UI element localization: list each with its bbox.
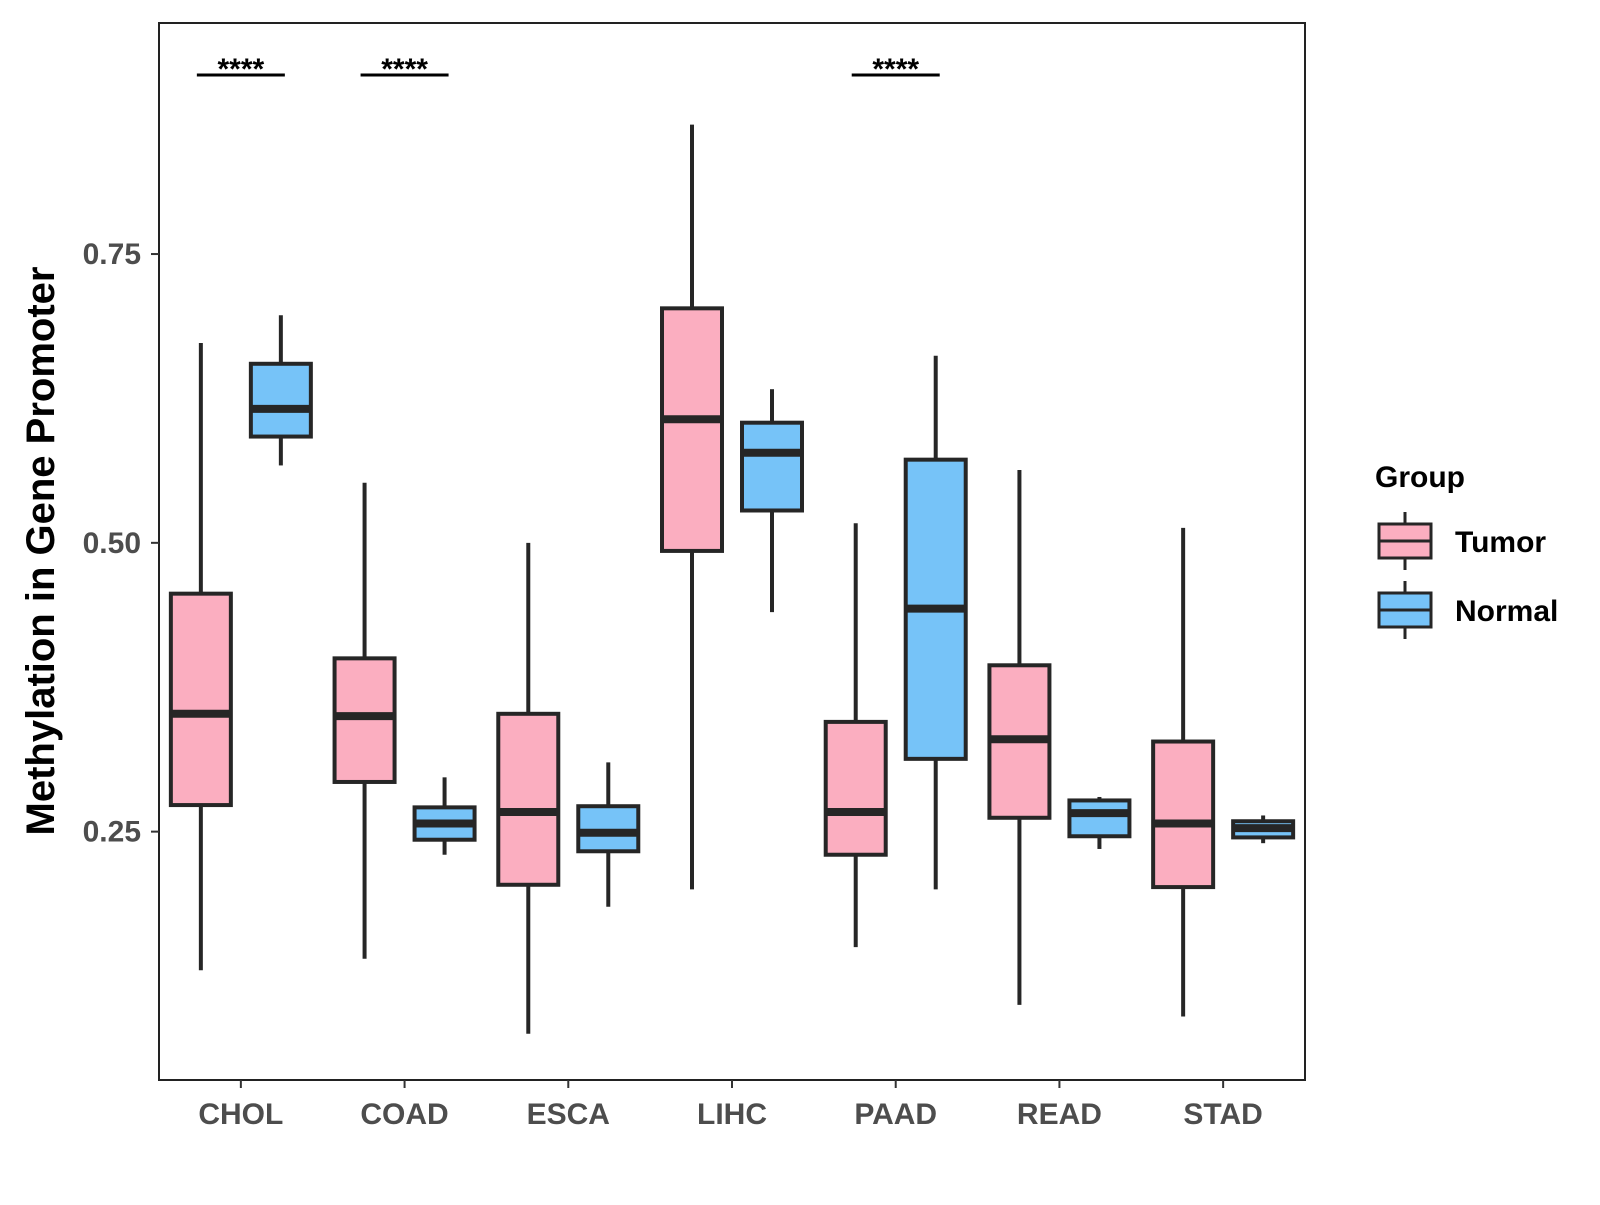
significance-label: **** bbox=[218, 53, 265, 86]
box-tumor-coad bbox=[332, 482, 397, 959]
legend-label-tumor: Tumor bbox=[1455, 526, 1546, 559]
box-iqr bbox=[1151, 739, 1216, 890]
legend-entry-normal: Normal bbox=[1377, 581, 1558, 639]
box-tumor-paad bbox=[823, 523, 888, 948]
box-iqr bbox=[576, 804, 641, 854]
x-tick-label-stad: STAD bbox=[1183, 1098, 1262, 1131]
legend-entry-tumor: Tumor bbox=[1377, 512, 1546, 570]
box-normal-read bbox=[1067, 796, 1132, 849]
box-iqr bbox=[168, 591, 233, 808]
x-tick-label-lihc: LIHC bbox=[697, 1098, 767, 1131]
legend: Group Tumor Normal bbox=[1375, 461, 1558, 639]
boxes-layer bbox=[168, 124, 1296, 1034]
x-tick-label-chol: CHOL bbox=[198, 1098, 283, 1131]
significance-label: **** bbox=[381, 53, 428, 86]
box-normal-esca bbox=[576, 762, 641, 907]
box-normal-chol bbox=[248, 315, 313, 466]
y-axis: 0.25 0.50 0.75 bbox=[83, 238, 159, 849]
box-tumor-stad bbox=[1151, 527, 1216, 1017]
box-normal-paad bbox=[903, 355, 968, 890]
box-iqr bbox=[1067, 798, 1132, 839]
x-tick-label-read: READ bbox=[1017, 1098, 1102, 1131]
box-tumor-lihc bbox=[660, 124, 724, 890]
box-iqr bbox=[660, 306, 724, 553]
box-iqr bbox=[823, 719, 888, 857]
box-iqr bbox=[740, 420, 804, 513]
y-tick-label: 0.75 bbox=[83, 238, 141, 271]
box-tumor-esca bbox=[496, 542, 561, 1034]
legend-label-normal: Normal bbox=[1455, 595, 1558, 628]
box-tumor-chol bbox=[168, 342, 233, 971]
y-tick-label: 0.25 bbox=[83, 816, 141, 849]
plot-panel-border bbox=[158, 22, 1306, 1081]
box-normal-coad bbox=[412, 777, 477, 855]
x-axis: CHOL COAD ESCA LIHC PAAD READ STAD bbox=[198, 1080, 1263, 1131]
y-tick-label: 0.50 bbox=[83, 527, 141, 560]
x-tick-label-esca: ESCA bbox=[527, 1098, 610, 1131]
x-tick-label-paad: PAAD bbox=[854, 1098, 937, 1131]
significance-label: **** bbox=[872, 53, 919, 86]
y-axis-title: Methylation in Gene Promoter bbox=[19, 267, 63, 836]
box-iqr bbox=[496, 711, 561, 887]
legend-title: Group bbox=[1375, 461, 1465, 494]
box-normal-lihc bbox=[740, 389, 804, 613]
significance-annotations: **** **** **** bbox=[196, 53, 940, 86]
x-tick-label-coad: COAD bbox=[360, 1098, 448, 1131]
box-iqr bbox=[332, 656, 397, 784]
box-normal-stad bbox=[1231, 815, 1296, 844]
box-iqr bbox=[248, 361, 313, 439]
legend-entries: Tumor Normal bbox=[1377, 512, 1558, 639]
box-tumor-read bbox=[987, 470, 1052, 1005]
